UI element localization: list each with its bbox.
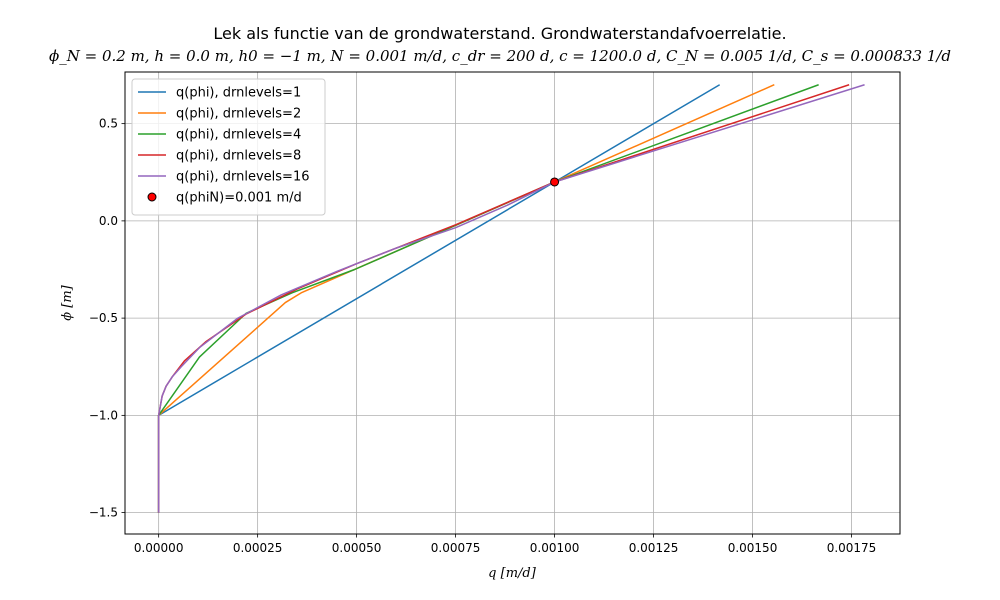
x-tick-label: 0.00150 xyxy=(728,541,778,555)
chart-subtitle: ϕ_N = 0.2 m, h = 0.0 m, h0 = −1 m, N = 0… xyxy=(49,47,951,65)
y-tick-label: 0.5 xyxy=(99,117,118,131)
y-axis-label: ϕ [m] xyxy=(60,284,75,320)
series-line-5 xyxy=(157,84,865,513)
x-tick-label: 0.00050 xyxy=(332,541,382,555)
x-axis-ticks: 0.00000 0.00025 0.00050 0.00075 0.00100 0.001… xyxy=(134,534,876,555)
plot-area-frame xyxy=(124,71,901,535)
x-tick-label: 0.00175 xyxy=(827,541,877,555)
legend-entry: q(phiN)=0.001 m/d xyxy=(176,191,302,206)
x-tick-label: 0.00100 xyxy=(530,541,580,555)
marker-points xyxy=(550,177,560,187)
x-tick-label: 0.00125 xyxy=(629,541,679,555)
legend: q(phi), drnlevels=1 q(phi), drnlevels=2 q(… xyxy=(131,78,326,216)
legend-entry: q(phi), drnlevels=2 xyxy=(176,107,301,122)
y-tick-label: −1.5 xyxy=(89,506,118,520)
y-axis-ticks: −1.5 −1.0 −0.5 0.0 0.5 xyxy=(89,117,125,520)
highlight-point-1 xyxy=(550,177,560,187)
legend-entry: q(phi), drnlevels=8 xyxy=(176,149,301,164)
x-tick-label: 0.00075 xyxy=(431,541,481,555)
x-tick-label: 0.00000 xyxy=(134,541,184,555)
legend-marker xyxy=(147,192,157,202)
legend-frame xyxy=(131,78,326,216)
y-tick-label: −1.0 xyxy=(89,408,118,422)
x-axis-label: q [m/d] xyxy=(488,566,537,581)
legend-entry: q(phi), drnlevels=4 xyxy=(176,128,301,143)
x-tick-label: 0.00025 xyxy=(233,541,283,555)
y-tick-label: −0.5 xyxy=(89,311,118,325)
legend-entry: q(phi), drnlevels=1 xyxy=(176,86,301,101)
legend-entry: q(phi), drnlevels=16 xyxy=(176,170,310,185)
series-lines xyxy=(157,84,865,513)
chart-title: Lek als functie van de grondwaterstand. … xyxy=(213,24,787,43)
y-tick-label: 0.0 xyxy=(99,214,118,228)
